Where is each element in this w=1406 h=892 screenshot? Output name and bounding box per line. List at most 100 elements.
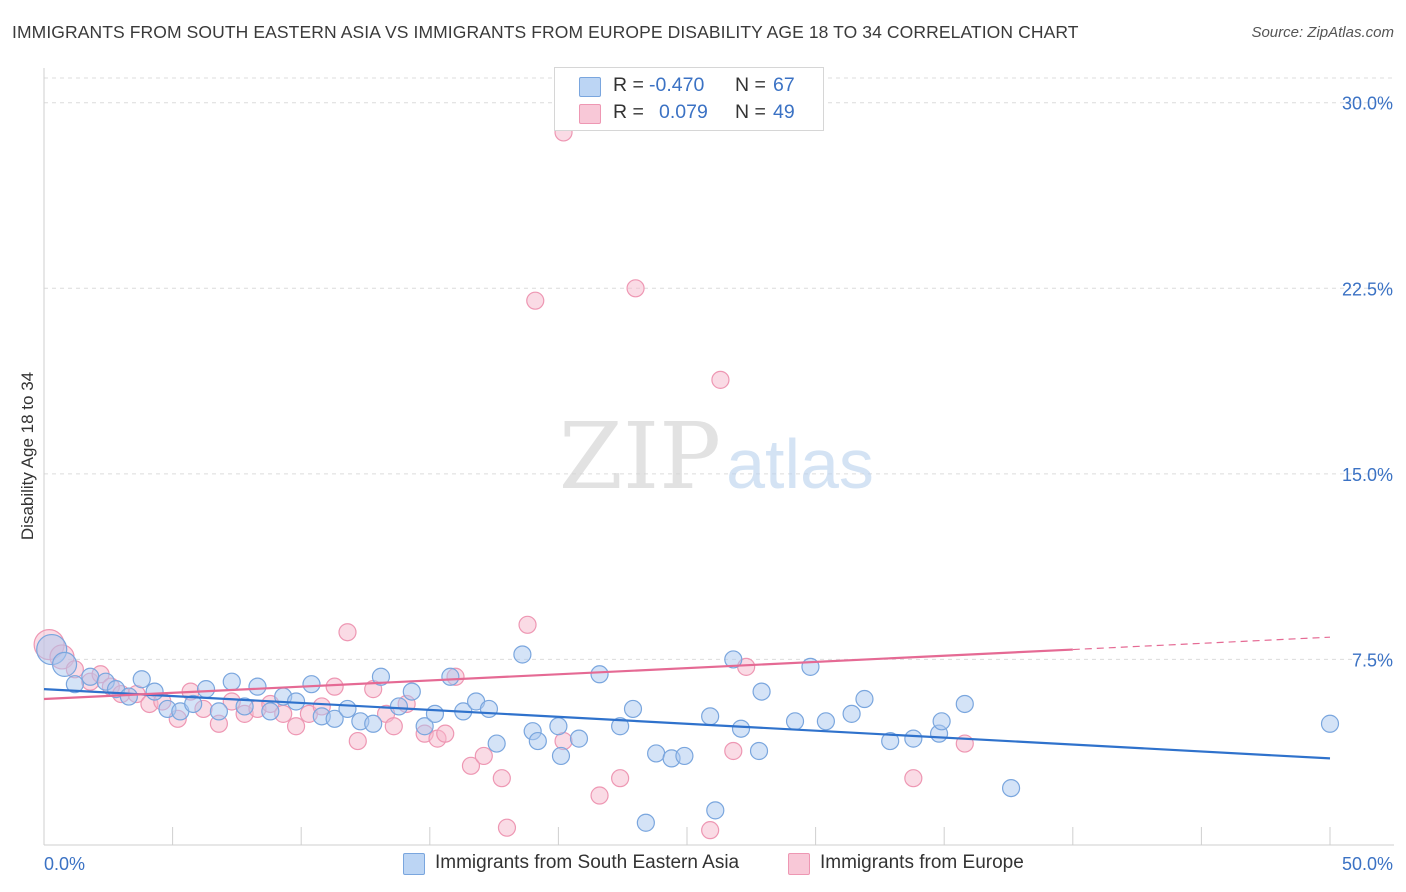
point-sea xyxy=(724,650,743,669)
point-europe xyxy=(348,731,367,751)
point-sea xyxy=(145,682,164,701)
point-sea xyxy=(338,699,357,719)
y-tick-label: 22.5% xyxy=(1342,279,1393,299)
x-tick-labels: 0.0% 50.0% xyxy=(44,854,1393,874)
trend-line-europe xyxy=(43,648,1073,701)
point-sea xyxy=(487,734,506,753)
point-sea xyxy=(752,682,771,701)
point-sea xyxy=(528,731,547,751)
point-sea xyxy=(551,746,571,766)
point-sea xyxy=(955,694,974,714)
watermark-zip: ZIP xyxy=(559,403,721,510)
point-sea xyxy=(881,731,900,751)
chart-title: IMMIGRANTS FROM SOUTH EASTERN ASIA VS IM… xyxy=(12,22,1079,42)
point-sea xyxy=(51,651,78,677)
point-sea xyxy=(235,697,254,716)
point-sea xyxy=(549,717,568,736)
point-sea xyxy=(513,645,532,664)
point-sea xyxy=(325,709,344,728)
point-sea xyxy=(65,675,84,694)
y-tick-label: 30.0% xyxy=(1342,94,1393,114)
point-sea xyxy=(119,687,138,706)
point-sea xyxy=(132,670,151,689)
point-sea xyxy=(364,714,383,733)
point-sea xyxy=(425,704,445,723)
point-europe xyxy=(492,769,511,788)
point-europe xyxy=(436,724,455,743)
legend-r-label: R = xyxy=(613,101,644,123)
point-sea xyxy=(749,741,769,761)
point-sea xyxy=(222,672,241,691)
point-sea xyxy=(261,702,280,721)
point-sea xyxy=(196,680,216,699)
point-europe xyxy=(461,756,481,775)
y-tick-label: 15.0% xyxy=(1342,465,1393,485)
point-sea xyxy=(415,717,434,736)
point-europe xyxy=(384,717,403,736)
point-sea xyxy=(441,667,460,686)
point-europe xyxy=(526,291,545,310)
point-sea xyxy=(1320,714,1340,733)
point-europe xyxy=(325,677,344,696)
point-sea xyxy=(611,717,630,736)
point-sea xyxy=(701,707,720,726)
gridlines xyxy=(44,77,1394,660)
bottom-legend-label-sea: Immigrants from South Eastern Asia xyxy=(435,852,740,873)
source-credit: Source: ZipAtlas.com xyxy=(1251,24,1394,41)
point-sea xyxy=(402,682,421,701)
point-sea xyxy=(569,729,589,748)
correlation-legend: R = -0.470 N = 67 R = 0.079 N = 49 xyxy=(554,67,824,131)
legend-swatch-sea xyxy=(579,77,601,97)
legend-n-label: N = xyxy=(735,74,766,96)
trend-lines xyxy=(43,636,1331,760)
bottom-legend-label-europe: Immigrants from Europe xyxy=(820,852,1024,873)
point-europe xyxy=(701,821,720,840)
axes xyxy=(43,68,1394,846)
point-sea xyxy=(590,665,609,684)
point-europe xyxy=(474,746,493,766)
point-europe xyxy=(338,623,357,642)
point-europe xyxy=(626,279,645,298)
point-europe xyxy=(904,769,923,788)
x-tick-label-end: 50.0% xyxy=(1342,854,1393,874)
point-europe xyxy=(286,717,306,736)
trend-line-europe-extension xyxy=(1072,636,1331,651)
point-sea xyxy=(623,699,643,719)
point-sea xyxy=(731,719,751,738)
point-sea xyxy=(842,704,861,723)
point-sea xyxy=(785,712,805,731)
point-sea xyxy=(184,694,203,714)
point-sea xyxy=(706,801,725,820)
point-sea xyxy=(675,746,694,766)
point-europe xyxy=(518,615,537,634)
legend-n-label: N = xyxy=(735,101,766,123)
y-tick-label: 7.5% xyxy=(1352,650,1393,670)
point-sea xyxy=(904,729,923,748)
y-axis-label: Disability Age 18 to 34 xyxy=(18,371,37,541)
point-sea xyxy=(248,677,267,696)
point-europe xyxy=(590,786,609,805)
y-tick-labels: 7.5% 15.0% 22.5% 30.0% xyxy=(1342,94,1393,671)
point-europe xyxy=(724,741,743,761)
point-sea xyxy=(389,697,409,716)
point-sea xyxy=(1001,778,1021,798)
trend-line-sea xyxy=(43,688,1331,760)
point-sea xyxy=(479,699,499,719)
point-sea xyxy=(932,712,951,731)
point-europe xyxy=(611,769,630,788)
point-sea xyxy=(816,712,835,731)
legend-n-value-sea: 67 xyxy=(773,74,795,96)
point-sea xyxy=(81,667,100,686)
watermark-atlas: atlas xyxy=(726,425,874,503)
legend-r-value-sea: -0.470 xyxy=(649,74,705,96)
legend-r-label: R = xyxy=(613,74,644,96)
point-sea xyxy=(855,689,874,709)
bottom-legend-swatch-sea xyxy=(403,853,425,875)
series-sea-points xyxy=(36,633,1340,832)
point-sea xyxy=(371,667,391,686)
point-sea xyxy=(209,702,228,721)
legend-r-value-europe: 0.079 xyxy=(659,101,708,123)
point-europe xyxy=(711,370,730,389)
point-sea xyxy=(647,744,666,763)
